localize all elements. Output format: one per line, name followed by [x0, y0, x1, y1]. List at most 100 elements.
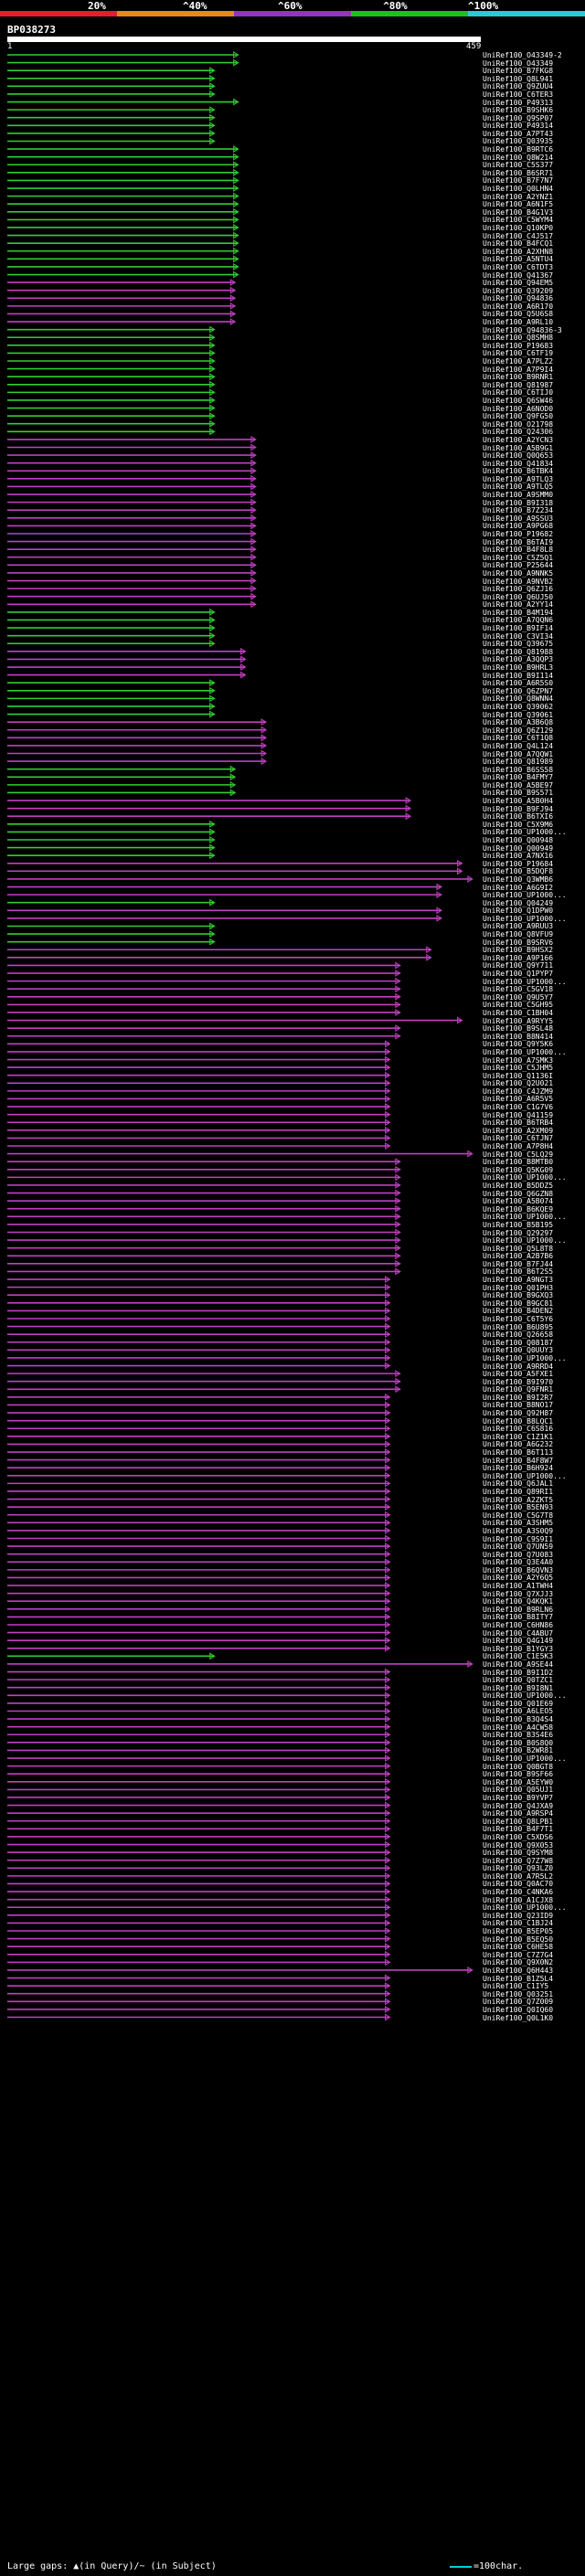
hit-label[interactable]: UniRef100_C6S816 [483, 1425, 554, 1434]
hit-label[interactable]: UniRef100_B9I8N1 [483, 1683, 554, 1692]
hit-label[interactable]: UniRef100_Q05UJ1 [483, 1786, 554, 1795]
hit-label[interactable]: UniRef100_Q7UN59 [483, 1542, 554, 1552]
hit-label[interactable]: UniRef100_C5S377 [483, 161, 554, 170]
hit-label[interactable]: UniRef100_Q01E69 [483, 1699, 554, 1708]
hit-label[interactable]: UniRef100_Q92H87 [483, 1409, 554, 1418]
hit-label[interactable]: UniRef100_C5WYM4 [483, 216, 554, 225]
hit-label[interactable]: UniRef100_A5B9G1 [483, 443, 554, 452]
hit-label[interactable]: UniRef100_B5EN93 [483, 1503, 554, 1512]
hit-label[interactable]: UniRef100_B9FJ94 [483, 804, 554, 813]
hit-label[interactable]: UniRef100_Q94836 [483, 294, 554, 303]
hit-label[interactable]: UniRef100_C7Z7G4 [483, 1950, 554, 1959]
hit-label[interactable]: UniRef100_C6HN86 [483, 1621, 554, 1629]
hit-label[interactable]: UniRef100_A5B074 [483, 1197, 554, 1206]
hit-label[interactable]: UniRef100_Q4L124 [483, 741, 554, 750]
hit-label[interactable]: UniRef100_A9SMM0 [483, 491, 554, 500]
hit-label[interactable]: UniRef100_A6LEO5 [483, 1707, 554, 1716]
hit-label[interactable]: UniRef100_Q89RI1 [483, 1487, 554, 1496]
hit-label[interactable]: UniRef100_Q9FG50 [483, 412, 554, 421]
hit-label[interactable]: UniRef100_A5B0H4 [483, 797, 554, 806]
hit-label[interactable]: UniRef100_O43349-2 [483, 51, 562, 59]
hit-label[interactable]: UniRef100_A6NOD0 [483, 404, 554, 413]
hit-label[interactable]: UniRef100_A9TLQ3 [483, 474, 554, 483]
hit-label[interactable]: UniRef100_Q8LPB1 [483, 1817, 554, 1826]
hit-label[interactable]: UniRef100_UP1000... [483, 1754, 567, 1764]
hit-label[interactable]: UniRef100_UP1000... [483, 1471, 567, 1480]
hit-label[interactable]: UniRef100_Q7Z009 [483, 1998, 554, 2007]
hit-label[interactable]: UniRef100_A9RL10 [483, 318, 554, 327]
hit-label[interactable]: UniRef100_B6SR71 [483, 168, 554, 177]
hit-label[interactable]: UniRef100_Q94836-3 [483, 325, 562, 334]
hit-label[interactable]: UniRef100_C5LQ29 [483, 1150, 554, 1159]
hit-label[interactable]: UniRef100_C6TER3 [483, 90, 554, 99]
hit-label[interactable]: UniRef100_C5Z5Q1 [483, 553, 554, 562]
hit-label[interactable]: UniRef100_P49313 [483, 98, 554, 107]
hit-label[interactable]: UniRef100_A9PG68 [483, 522, 554, 531]
hit-label[interactable]: UniRef100_C6TIJ0 [483, 388, 554, 398]
hit-label[interactable]: UniRef100_B5DDZ5 [483, 1181, 554, 1190]
hit-label[interactable]: UniRef100_B6KQE9 [483, 1204, 554, 1214]
hit-label[interactable]: UniRef100_Q08187 [483, 1338, 554, 1347]
hit-label[interactable]: UniRef100_Q9SYM8 [483, 1849, 554, 1858]
hit-label[interactable]: UniRef100_Q41834 [483, 459, 554, 468]
hit-label[interactable]: UniRef100_UP1000... [483, 1047, 567, 1056]
hit-label[interactable]: UniRef100_B5DQF8 [483, 867, 554, 876]
hit-label[interactable]: UniRef100_B6T113 [483, 1448, 554, 1458]
hit-label[interactable]: UniRef100_C4NKA6 [483, 1888, 554, 1897]
hit-label[interactable]: UniRef100_Q0L1K0 [483, 2013, 554, 2022]
hit-label[interactable]: UniRef100_Q9ZUU4 [483, 82, 554, 91]
hit-label[interactable]: UniRef100_A9SE44 [483, 1659, 554, 1669]
hit-label[interactable]: UniRef100_A6R5V5 [483, 1095, 554, 1104]
hit-label[interactable]: UniRef100_C6TJN7 [483, 1134, 554, 1143]
hit-label[interactable]: UniRef100_Q0TZC1 [483, 1676, 554, 1685]
hit-label[interactable]: UniRef100_B6TRB4 [483, 1118, 554, 1128]
hit-label[interactable]: UniRef100_Q9X053 [483, 1840, 554, 1850]
hit-label[interactable]: UniRef100_A5FXE1 [483, 1370, 554, 1379]
hit-label[interactable]: UniRef100_C4ABU7 [483, 1628, 554, 1638]
hit-label[interactable]: UniRef100_Q1DPW0 [483, 906, 554, 916]
hit-label[interactable]: UniRef100_Q5L8T8 [483, 1244, 554, 1253]
hit-label[interactable]: UniRef100_B5EP05 [483, 1927, 554, 1935]
hit-label[interactable]: UniRef100_UP1000... [483, 891, 567, 900]
hit-label[interactable]: UniRef100_Q0UUY3 [483, 1346, 554, 1355]
hit-label[interactable]: UniRef100_B1Z5L4 [483, 1974, 554, 1983]
hit-label[interactable]: UniRef100_P25644 [483, 561, 554, 570]
hit-label[interactable]: UniRef100_A7SMK3 [483, 1055, 554, 1065]
hit-label[interactable]: UniRef100_Q9FNR1 [483, 1385, 554, 1394]
hit-label[interactable]: UniRef100_UP1000... [483, 1353, 567, 1362]
hit-label[interactable]: UniRef100_A9NVB2 [483, 577, 554, 586]
hit-label[interactable]: UniRef100_A7QQW1 [483, 749, 554, 758]
hit-label[interactable]: UniRef100_B1YGY3 [483, 1644, 554, 1653]
hit-label[interactable]: UniRef100_Q41367 [483, 270, 554, 280]
hit-label[interactable]: UniRef100_B9SF66 [483, 1770, 554, 1779]
hit-label[interactable]: UniRef100_B9YVP7 [483, 1793, 554, 1802]
hit-label[interactable]: UniRef100_Q94EM5 [483, 279, 554, 288]
hit-label[interactable]: UniRef100_A6G9I2 [483, 883, 554, 892]
hit-label[interactable]: UniRef100_Q39061 [483, 710, 554, 719]
hit-label[interactable]: UniRef100_Q6ZJ16 [483, 585, 554, 594]
hit-label[interactable]: UniRef100_A5BE97 [483, 780, 554, 790]
hit-label[interactable]: UniRef100_A7PLZ2 [483, 357, 554, 366]
hit-label[interactable]: UniRef100_Q04249 [483, 898, 554, 907]
hit-label[interactable]: UniRef100_Q3WMB6 [483, 875, 554, 884]
hit-label[interactable]: UniRef100_B7Z234 [483, 506, 554, 515]
hit-label[interactable]: UniRef100_Q8L941 [483, 74, 554, 83]
hit-label[interactable]: UniRef100_A7P8H4 [483, 1142, 554, 1150]
hit-label[interactable]: UniRef100_B8LQC1 [483, 1416, 554, 1426]
hit-label[interactable]: UniRef100_B6T2S5 [483, 1267, 554, 1277]
hit-label[interactable]: UniRef100_Q8SMH8 [483, 334, 554, 343]
hit-label[interactable]: UniRef100_C1IY5 [483, 1982, 549, 1991]
hit-label[interactable]: UniRef100_B9SHK6 [483, 106, 554, 115]
hit-label[interactable]: UniRef100_A9RRD4 [483, 1362, 554, 1371]
hit-label[interactable]: UniRef100_Q26658 [483, 1330, 554, 1340]
hit-label[interactable]: UniRef100_Q8W214 [483, 153, 554, 162]
hit-label[interactable]: UniRef100_A3B6Q8 [483, 718, 554, 727]
hit-label[interactable]: UniRef100_Q01PH3 [483, 1283, 554, 1292]
hit-label[interactable]: UniRef100_A3QQP3 [483, 655, 554, 664]
hit-label[interactable]: UniRef100_Q00948 [483, 836, 554, 844]
hit-label[interactable]: UniRef100_B9RTC6 [483, 145, 554, 154]
hit-label[interactable]: UniRef100_A9NGT3 [483, 1276, 554, 1285]
hit-label[interactable]: UniRef100_B8NO17 [483, 1401, 554, 1410]
hit-label[interactable]: UniRef100_Q2U021 [483, 1079, 554, 1088]
hit-label[interactable]: UniRef100_A2YY14 [483, 600, 554, 610]
